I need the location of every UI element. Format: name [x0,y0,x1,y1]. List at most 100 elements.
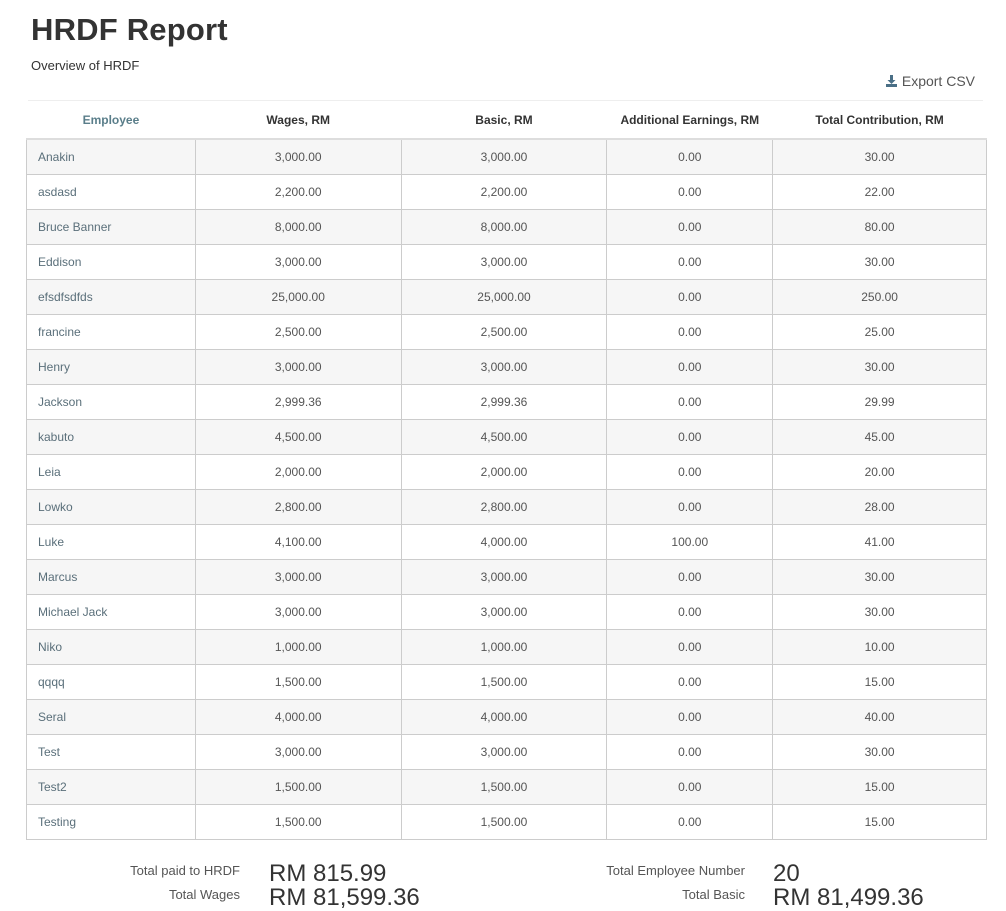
cell-total: 41.00 [772,524,987,560]
total-employee-value: 20 [773,860,800,887]
cell-additional: 0.00 [606,699,774,735]
column-header-basic[interactable]: Basic, RM [401,102,607,140]
cell-additional: 0.00 [606,349,774,385]
cell-additional: 0.00 [606,244,774,280]
cell-employee[interactable]: qqqq [26,664,196,700]
table-row: Anakin 3,000.00 3,000.00 0.00 30.00 [26,138,987,175]
cell-total: 30.00 [772,244,987,280]
cell-additional: 0.00 [606,138,774,175]
cell-employee[interactable]: Anakin [26,138,196,175]
cell-additional: 0.00 [606,454,774,490]
cell-total: 30.00 [772,349,987,385]
cell-employee[interactable]: kabuto [26,419,196,455]
table-row: Test2 1,500.00 1,500.00 0.00 15.00 [26,769,987,805]
cell-basic: 25,000.00 [400,279,608,315]
cell-basic: 1,000.00 [400,629,608,665]
total-employee-label: Total Employee Number [606,863,745,878]
cell-employee[interactable]: Marcus [26,559,196,595]
cell-employee[interactable]: Seral [26,699,196,735]
cell-employee[interactable]: Niko [26,629,196,665]
cell-wages: 4,500.00 [194,419,402,455]
total-wages-value: RM 81,599.36 [269,884,420,911]
cell-additional: 0.00 [606,384,774,420]
table-row: Eddison 3,000.00 3,000.00 0.00 30.00 [26,244,987,280]
cell-total: 28.00 [772,489,987,525]
cell-basic: 2,500.00 [400,314,608,350]
cell-total: 15.00 [772,664,987,700]
cell-wages: 2,000.00 [194,454,402,490]
table-row: Lowko 2,800.00 2,800.00 0.00 28.00 [26,489,987,525]
cell-basic: 2,000.00 [400,454,608,490]
table-row: efsdfsdfds 25,000.00 25,000.00 0.00 250.00 [26,279,987,315]
column-header-employee[interactable]: Employee [26,102,196,140]
cell-wages: 3,000.00 [194,594,402,630]
cell-total: 30.00 [772,734,987,770]
cell-employee[interactable]: Test [26,734,196,770]
cell-employee[interactable]: Eddison [26,244,196,280]
cell-basic: 1,500.00 [400,769,608,805]
column-header-wages[interactable]: Wages, RM [195,102,402,140]
cell-additional: 0.00 [606,314,774,350]
cell-employee[interactable]: Henry [26,349,196,385]
cell-employee[interactable]: Test2 [26,769,196,805]
table-row: Leia 2,000.00 2,000.00 0.00 20.00 [26,454,987,490]
table-row: kabuto 4,500.00 4,500.00 0.00 45.00 [26,419,987,455]
hrdf-table: Employee Wages, RM Basic, RM Additional … [26,102,987,840]
cell-total: 29.99 [772,384,987,420]
cell-basic: 3,000.00 [400,594,608,630]
cell-basic: 1,500.00 [400,664,608,700]
cell-basic: 3,000.00 [400,734,608,770]
total-basic-label: Total Basic [682,887,745,902]
cell-wages: 4,000.00 [194,699,402,735]
cell-additional: 0.00 [606,629,774,665]
cell-total: 20.00 [772,454,987,490]
cell-wages: 8,000.00 [194,209,402,245]
table-header-row: Employee Wages, RM Basic, RM Additional … [26,102,987,140]
table-row: Marcus 3,000.00 3,000.00 0.00 30.00 [26,559,987,595]
cell-additional: 0.00 [606,279,774,315]
cell-total: 45.00 [772,419,987,455]
cell-basic: 8,000.00 [400,209,608,245]
cell-employee[interactable]: francine [26,314,196,350]
table-row: Test 3,000.00 3,000.00 0.00 30.00 [26,734,987,770]
cell-wages: 2,500.00 [194,314,402,350]
cell-employee[interactable]: asdasd [26,174,196,210]
cell-employee[interactable]: Michael Jack [26,594,196,630]
cell-employee[interactable]: Jackson [26,384,196,420]
cell-wages: 2,999.36 [194,384,402,420]
table-row: francine 2,500.00 2,500.00 0.00 25.00 [26,314,987,350]
cell-wages: 1,500.00 [194,664,402,700]
cell-employee[interactable]: Testing [26,804,196,840]
column-header-total-contribution[interactable]: Total Contribution, RM [772,102,987,140]
cell-basic: 1,500.00 [400,804,608,840]
cell-basic: 4,000.00 [400,699,608,735]
cell-total: 30.00 [772,594,987,630]
cell-wages: 2,800.00 [194,489,402,525]
table-row: qqqq 1,500.00 1,500.00 0.00 15.00 [26,664,987,700]
table-row: asdasd 2,200.00 2,200.00 0.00 22.00 [26,174,987,210]
cell-total: 15.00 [772,804,987,840]
cell-employee[interactable]: Luke [26,524,196,560]
cell-total: 22.00 [772,174,987,210]
cell-employee[interactable]: Leia [26,454,196,490]
cell-additional: 0.00 [606,734,774,770]
cell-additional: 0.00 [606,209,774,245]
cell-basic: 2,800.00 [400,489,608,525]
cell-additional: 0.00 [606,419,774,455]
header-divider [28,100,983,101]
cell-additional: 0.00 [606,489,774,525]
export-csv-button[interactable]: Export CSV [885,73,975,89]
cell-additional: 0.00 [606,804,774,840]
cell-employee[interactable]: efsdfsdfds [26,279,196,315]
cell-employee[interactable]: Lowko [26,489,196,525]
cell-total: 80.00 [772,209,987,245]
table-row: Jackson 2,999.36 2,999.36 0.00 29.99 [26,384,987,420]
export-csv-label: Export CSV [901,73,975,89]
cell-employee[interactable]: Bruce Banner [26,209,196,245]
column-header-additional-earnings[interactable]: Additional Earnings, RM [606,102,773,140]
cell-total: 15.00 [772,769,987,805]
cell-basic: 4,500.00 [400,419,608,455]
cell-wages: 25,000.00 [194,279,402,315]
cell-additional: 0.00 [606,594,774,630]
table-row: Bruce Banner 8,000.00 8,000.00 0.00 80.00 [26,209,987,245]
